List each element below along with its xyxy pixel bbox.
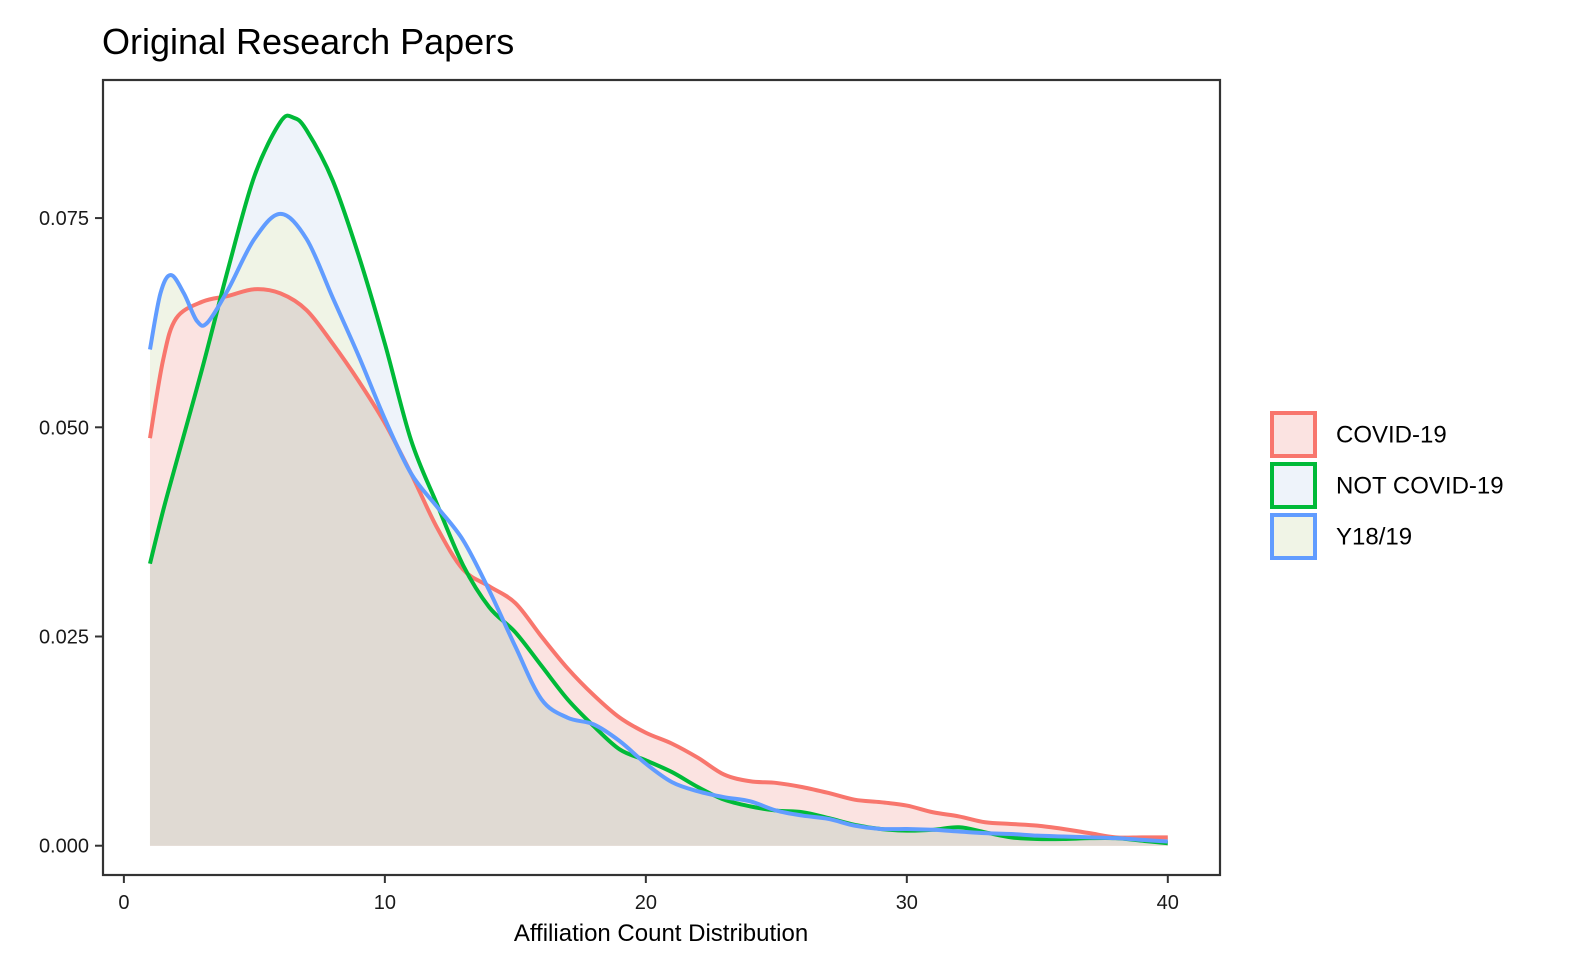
density-overlap-area xyxy=(149,289,1168,846)
x-tick-label: 0 xyxy=(118,892,129,914)
x-tick-label: 10 xyxy=(374,892,396,914)
legend-key-y18-19 xyxy=(1270,513,1317,560)
y-tick-label: 0.025 xyxy=(39,627,89,649)
density-fill-layer xyxy=(149,115,1168,846)
x-axis-title: Affiliation Count Distribution xyxy=(514,920,808,947)
density-line-layer xyxy=(148,113,1168,846)
chart-title: Original Research Papers xyxy=(102,21,514,62)
x-tick-label: 20 xyxy=(635,892,657,914)
y-axis: 0.000 0.025 0.050 0.075 xyxy=(39,208,103,858)
x-axis: 0 10 20 30 40 xyxy=(118,875,1179,914)
density-line-y18-19 xyxy=(148,211,1168,844)
legend: COVID-19 NOT COVID-19 Y18/19 xyxy=(1270,411,1504,560)
y-tick-label: 0.050 xyxy=(39,417,89,439)
y-tick-label: 0.000 xyxy=(39,836,89,858)
density-line-covid-19 xyxy=(148,287,1168,840)
legend-key-not-covid-19 xyxy=(1270,462,1317,509)
legend-label: COVID-19 xyxy=(1336,422,1447,449)
legend-key-covid-19 xyxy=(1270,411,1317,458)
y-tick-label: 0.075 xyxy=(39,208,89,230)
x-tick-label: 40 xyxy=(1157,892,1179,914)
legend-label: Y18/19 xyxy=(1336,524,1412,551)
x-tick-label: 30 xyxy=(896,892,918,914)
plot-panel-border xyxy=(101,78,1222,877)
legend-label: NOT COVID-19 xyxy=(1336,473,1504,500)
